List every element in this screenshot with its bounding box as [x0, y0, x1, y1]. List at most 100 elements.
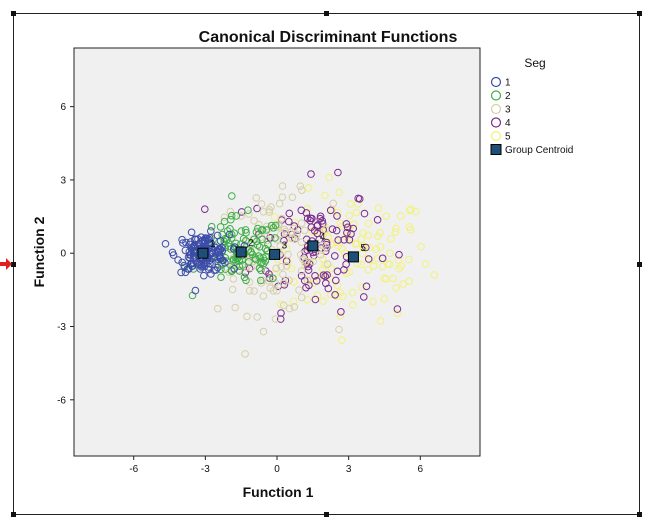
data-point-seg-1: [194, 259, 203, 267]
data-point-seg-3: [280, 225, 289, 234]
data-point-seg-2: [225, 242, 233, 251]
data-point-seg-5: [405, 277, 413, 286]
data-point-seg-2: [245, 258, 253, 266]
data-point-seg-5: [393, 309, 402, 318]
data-point-seg-3: [295, 286, 303, 294]
data-point-seg-2: [216, 223, 225, 231]
data-point-seg-3: [231, 303, 239, 312]
data-point-seg-5: [376, 243, 385, 251]
data-point-seg-4: [333, 212, 341, 220]
data-point-seg-3: [291, 234, 300, 242]
data-point-seg-5: [372, 245, 381, 253]
data-point-seg-3: [300, 226, 309, 235]
legend-label-3: 3: [505, 105, 511, 116]
data-point-seg-5: [357, 260, 365, 269]
data-point-seg-5: [421, 260, 430, 268]
data-point-seg-2: [228, 192, 236, 200]
legend-label-4: 4: [505, 118, 511, 129]
data-point-seg-2: [261, 252, 270, 261]
data-point-seg-4: [253, 204, 261, 213]
data-point-seg-3: [296, 250, 305, 259]
data-point-seg-3: [220, 213, 229, 222]
data-point-seg-3: [296, 182, 305, 190]
data-point-seg-4: [334, 236, 343, 244]
y-tick-label: -6: [57, 395, 66, 406]
data-point-seg-3: [228, 285, 237, 294]
data-point-seg-5: [407, 205, 415, 214]
data-point-seg-2: [242, 236, 250, 245]
data-point-seg-5: [395, 264, 404, 273]
data-point-seg-2: [242, 276, 250, 285]
data-point-seg-4: [360, 209, 369, 218]
data-point-seg-4: [362, 243, 370, 252]
x-axis-ticks: -6 -3 0 3 6: [129, 456, 424, 475]
data-point-seg-5: [373, 254, 382, 263]
resize-handle-bottom-right[interactable]: [637, 512, 642, 517]
data-point-seg-3: [318, 241, 327, 250]
data-point-seg-3: [285, 304, 294, 313]
data-point-seg-5: [318, 265, 327, 274]
data-point-seg-2: [262, 226, 271, 234]
data-point-seg-3: [290, 303, 299, 311]
data-point-seg-5: [399, 280, 408, 288]
data-point-seg-1: [194, 235, 202, 243]
data-point-seg-2: [232, 212, 241, 220]
data-point-seg-4: [395, 250, 403, 259]
data-point-seg-3: [275, 199, 284, 208]
data-point-seg-2: [235, 267, 244, 275]
data-point-seg-5: [392, 284, 401, 292]
resize-handle-top-center[interactable]: [324, 11, 329, 16]
data-point-seg-4: [315, 235, 324, 244]
data-point-seg-4: [342, 260, 350, 269]
data-point-seg-4: [308, 214, 316, 223]
data-point-seg-3: [213, 304, 222, 313]
data-point-seg-3: [278, 193, 287, 201]
data-point-seg-5: [359, 229, 368, 237]
data-point-seg-3: [285, 276, 293, 285]
data-point-seg-4: [285, 209, 294, 218]
data-point-seg-4: [373, 216, 382, 224]
resize-handle-top-left[interactable]: [11, 11, 16, 16]
data-point-seg-2: [217, 273, 225, 282]
resize-handle-middle-right[interactable]: [637, 262, 642, 267]
centroid-label-3: 3: [282, 240, 288, 251]
resize-handle-top-right[interactable]: [637, 11, 642, 16]
data-point-seg-5: [389, 274, 398, 283]
legend[interactable]: Seg 1 2 3 4 5 Group Centroid: [490, 56, 573, 156]
data-point-seg-5: [394, 256, 403, 264]
data-point-seg-4: [312, 277, 321, 285]
data-point-seg-3: [275, 220, 283, 229]
data-point-seg-5: [387, 234, 395, 243]
data-point-seg-2: [232, 258, 240, 266]
data-point-seg-3: [277, 230, 285, 238]
resize-handle-bottom-left[interactable]: [11, 512, 16, 517]
data-point-seg-5: [386, 249, 394, 257]
data-point-seg-4: [337, 308, 345, 316]
data-point-seg-2: [226, 225, 234, 233]
data-point-seg-5: [392, 224, 400, 233]
data-point-seg-4: [201, 205, 209, 213]
data-point-seg-3: [329, 199, 338, 208]
data-point-seg-4: [340, 236, 348, 244]
data-point-seg-2: [227, 211, 236, 220]
chart-title: Canonical Discriminant Functions: [199, 29, 458, 46]
data-point-seg-3: [335, 325, 343, 334]
data-point-seg-4: [276, 315, 285, 323]
data-point-seg-3: [272, 264, 281, 273]
resize-handle-bottom-center[interactable]: [324, 512, 329, 517]
data-point-seg-3: [245, 286, 254, 295]
data-point-seg-4: [302, 283, 310, 292]
data-point-seg-4: [318, 217, 327, 225]
data-point-seg-3: [254, 220, 263, 229]
data-point-seg-2: [271, 221, 280, 230]
data-point-seg-3: [271, 279, 280, 287]
data-point-seg-5: [318, 255, 327, 263]
centroids-layer: 1 2 3 4 5: [197, 232, 366, 263]
data-point-seg-4: [307, 170, 315, 178]
data-point-seg-1: [201, 234, 210, 242]
centroid-label-1: 1: [210, 239, 216, 250]
data-point-seg-4: [334, 168, 342, 177]
data-point-seg-5: [364, 231, 372, 240]
resize-handle-middle-left[interactable]: [11, 262, 16, 267]
data-point-seg-4: [354, 194, 363, 203]
